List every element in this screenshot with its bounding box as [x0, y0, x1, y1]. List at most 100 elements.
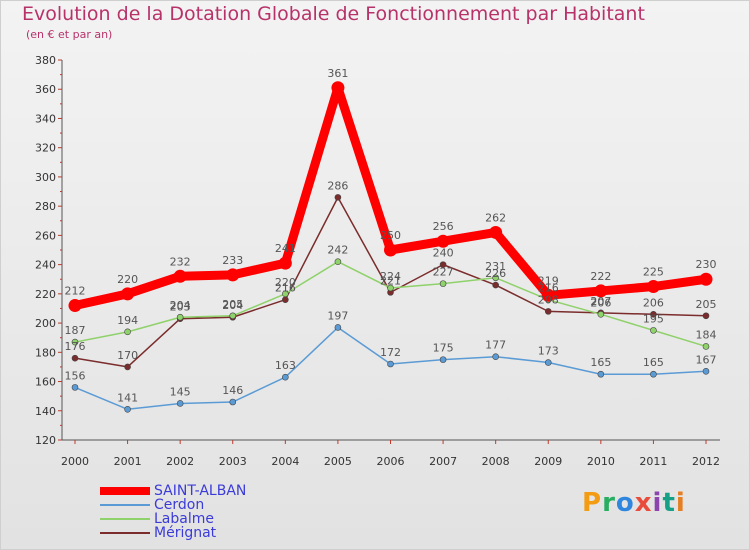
data-label-labalme: 231 [485, 260, 506, 273]
series-points [68, 81, 713, 413]
data-point-m-rignat [282, 296, 289, 303]
data-point-cerdon [544, 359, 552, 366]
data-label-saint-alban: 225 [643, 266, 664, 279]
y-tick-label: 340 [35, 112, 56, 125]
data-label-m-rignat: 216 [275, 282, 296, 295]
data-label-cerdon: 175 [433, 342, 454, 355]
chart-title: Evolution de la Dotation Globale de Fonc… [22, 3, 645, 25]
x-tick-label: 2009 [534, 455, 562, 468]
data-label-saint-alban: 219 [538, 274, 559, 287]
data-point-labalme [334, 258, 342, 265]
data-label-m-rignat: 176 [65, 340, 86, 353]
data-label-saint-alban: 241 [275, 242, 296, 255]
legend-label-merignat: Mérignat [154, 525, 217, 541]
data-label-m-rignat: 286 [327, 179, 348, 192]
data-label-cerdon: 141 [117, 391, 138, 404]
data-point-cerdon [492, 353, 499, 360]
y-tick-label: 300 [35, 171, 56, 184]
legend-swatch-saint-alban [100, 487, 150, 495]
data-label-labalme: 205 [222, 298, 243, 311]
data-label-labalme: 194 [117, 314, 138, 327]
data-point-m-rignat [71, 354, 79, 362]
data-label-cerdon: 146 [222, 384, 243, 397]
data-label-saint-alban: 220 [117, 273, 138, 286]
x-tick-label: 2003 [219, 455, 247, 468]
data-point-saint-alban [331, 81, 345, 95]
data-label-labalme: 204 [170, 299, 191, 312]
data-point-m-rignat [124, 363, 131, 371]
data-label-labalme: 220 [275, 276, 296, 289]
y-tick-label: 140 [35, 405, 56, 418]
data-label-cerdon: 167 [696, 353, 717, 366]
data-label-m-rignat: 226 [485, 267, 506, 280]
data-label-m-rignat: 204 [222, 299, 243, 312]
data-point-saint-alban [68, 299, 82, 313]
data-label-saint-alban: 230 [696, 258, 717, 271]
data-label-labalme: 227 [433, 266, 454, 279]
data-label-m-rignat: 208 [538, 293, 559, 306]
data-point-cerdon [124, 406, 131, 413]
data-point-m-rignat [492, 281, 499, 289]
data-label-cerdon: 145 [170, 385, 191, 398]
data-label-m-rignat: 203 [170, 301, 191, 314]
proxiti-logo: Proxiti [582, 488, 686, 518]
legend-label-labalme: Labalme [154, 511, 214, 527]
y-tick-label: 200 [35, 317, 56, 330]
data-point-saint-alban [594, 284, 608, 298]
data-label-cerdon: 172 [380, 346, 401, 359]
data-point-saint-alban [541, 288, 555, 302]
data-label-m-rignat: 170 [117, 349, 138, 362]
y-tick-label: 120 [35, 434, 56, 447]
data-point-saint-alban [646, 280, 660, 294]
x-tick-label: 2005 [324, 455, 352, 468]
data-label-saint-alban: 222 [590, 270, 611, 283]
data-label-labalme: 184 [696, 328, 717, 341]
legend-swatch-labalme [100, 518, 150, 520]
x-tick-label: 2007 [429, 455, 457, 468]
data-label-labalme: 216 [538, 282, 559, 295]
data-label-cerdon: 163 [275, 359, 296, 372]
chart-subtitle: (en € et par an) [26, 28, 113, 41]
data-point-cerdon [702, 368, 710, 375]
data-point-cerdon [439, 356, 447, 363]
data-label-cerdon: 156 [65, 369, 86, 382]
data-label-saint-alban: 250 [380, 229, 401, 242]
legend-swatch-merignat [100, 532, 150, 534]
data-label-labalme: 242 [327, 244, 348, 257]
x-tick-label: 2006 [377, 455, 405, 468]
data-point-cerdon [176, 400, 184, 407]
data-label-saint-alban: 256 [433, 220, 454, 233]
data-point-labalme [176, 313, 184, 321]
data-point-labalme [71, 338, 79, 346]
data-point-saint-alban [173, 269, 187, 283]
data-point-labalme [439, 280, 447, 287]
legend-swatch-cerdon [100, 504, 150, 506]
y-tick-label: 180 [35, 346, 56, 359]
data-point-labalme [597, 311, 605, 318]
data-point-m-rignat [544, 308, 552, 315]
y-tick-label: 360 [35, 83, 56, 96]
data-label-cerdon: 165 [643, 356, 664, 369]
y-tick-label: 240 [35, 259, 56, 272]
x-tick-label: 2012 [692, 455, 720, 468]
x-tick-label: 2004 [271, 455, 299, 468]
data-point-labalme [650, 327, 657, 334]
data-point-labalme [702, 343, 710, 350]
data-label-saint-alban: 232 [170, 255, 191, 268]
data-point-saint-alban [121, 287, 135, 301]
data-point-saint-alban [489, 225, 503, 239]
data-point-labalme [387, 284, 394, 292]
x-tick-label: 2010 [587, 455, 615, 468]
data-point-cerdon [597, 370, 605, 378]
data-point-cerdon [282, 373, 289, 381]
x-tick-label: 2011 [639, 455, 667, 468]
data-label-cerdon: 177 [485, 339, 506, 352]
data-point-labalme [282, 290, 289, 298]
data-label-m-rignat: 205 [696, 298, 717, 311]
data-point-cerdon [334, 324, 342, 331]
data-point-saint-alban [226, 268, 240, 282]
y-tick-label: 320 [35, 142, 56, 155]
data-label-m-rignat: 221 [380, 274, 401, 287]
